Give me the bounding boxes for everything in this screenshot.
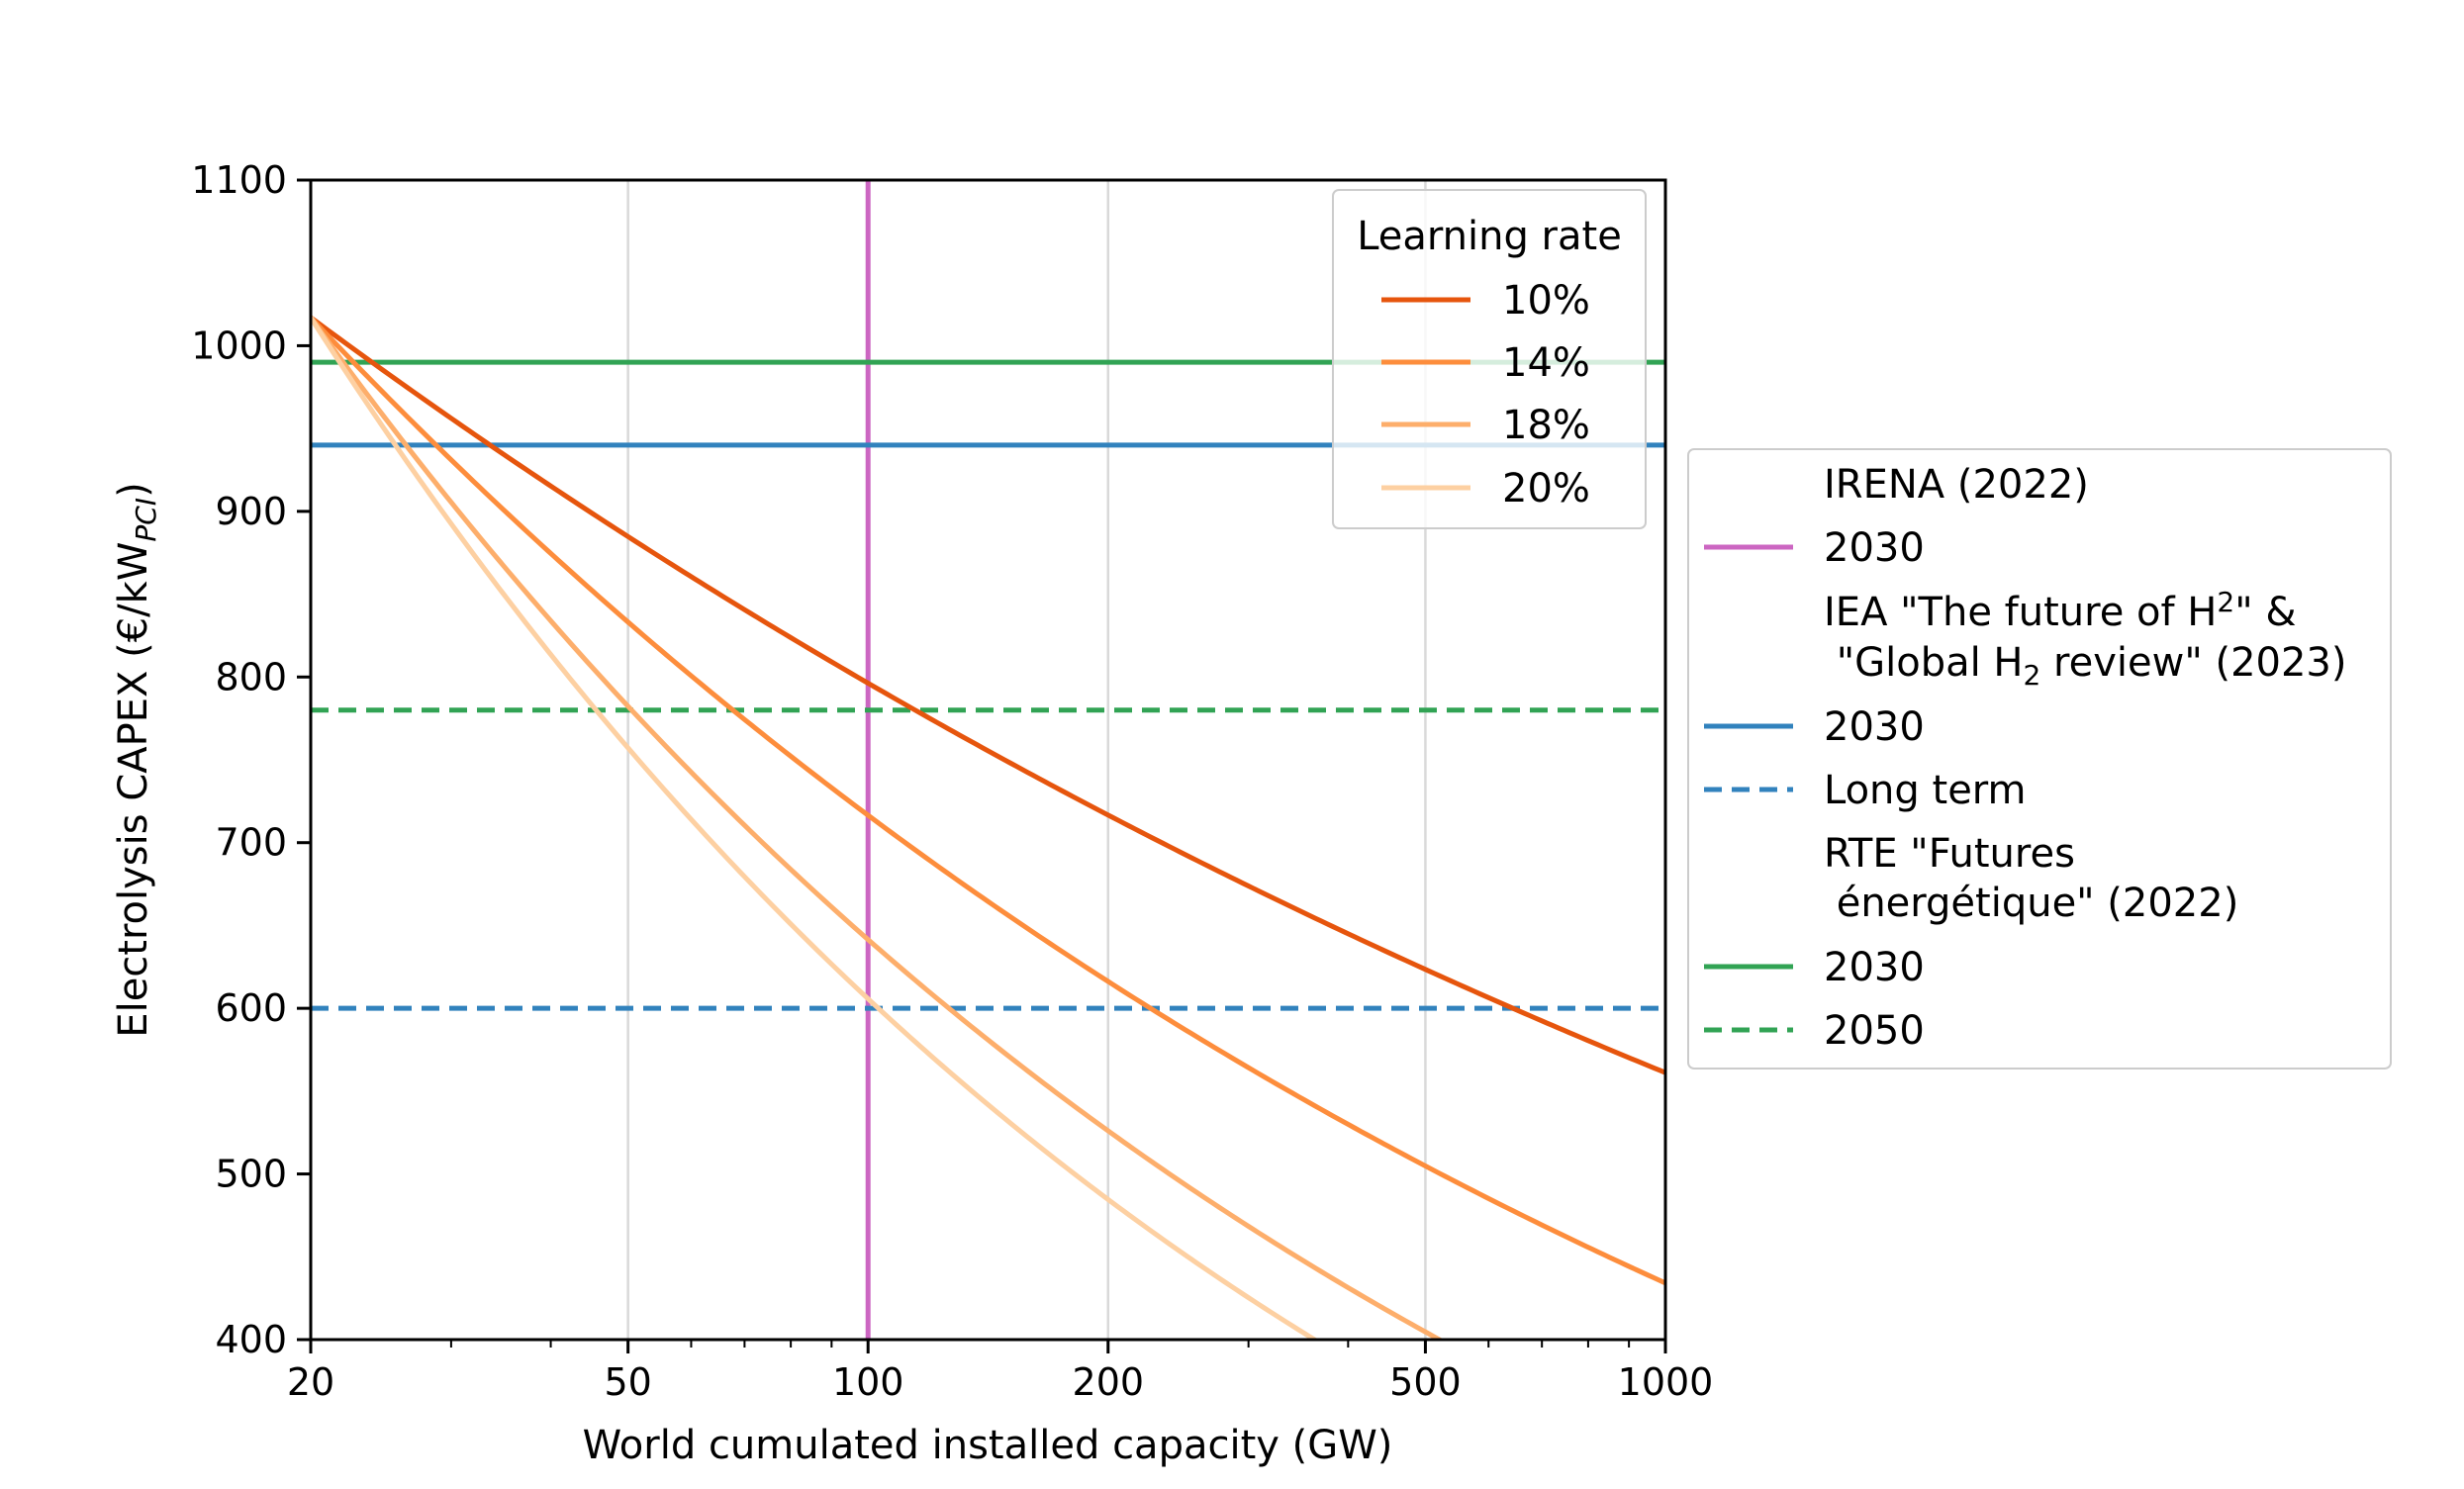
series-line-14pct — [311, 316, 1665, 1286]
legend-iea-long-term: Long term — [1824, 768, 2027, 813]
x-tick-label: 50 — [604, 1360, 651, 1404]
legend-label-20: 20% — [1502, 466, 1590, 512]
y-tick-label: 1100 — [191, 158, 287, 202]
legend-irena-header: IRENA (2022) — [1824, 462, 2089, 508]
x-tick-label: 1000 — [1618, 1360, 1714, 1404]
y-tick-label: 700 — [215, 821, 287, 865]
series-line-10pct — [311, 315, 1665, 1075]
legend-label-10: 10% — [1502, 278, 1590, 324]
y-tick-label: 500 — [215, 1153, 287, 1196]
legend-iea-header-line2: "Global H2 review" (2023) — [1824, 640, 2346, 692]
legend-label-18: 18% — [1502, 403, 1590, 448]
series-line-20pct — [311, 316, 1320, 1340]
x-tick-label: 200 — [1073, 1360, 1145, 1404]
legend-rte-2050: 2050 — [1824, 1008, 1925, 1054]
x-axis-ticks: 20 50 100 200 500 1000 — [287, 1340, 1714, 1404]
learning-rate-legend-frame — [1332, 189, 1647, 529]
y-axis-label-group: Electrolysis CAPEX (€/kWPCI) — [111, 482, 162, 1037]
series-line-18pct — [311, 316, 1445, 1340]
x-tick-label: 100 — [832, 1360, 904, 1404]
legend-iea-header-line1: IEA "The future of H2" & — [1824, 586, 2297, 635]
x-axis-label: World cumulated installed capacity (GW) — [583, 1423, 1393, 1468]
learning-rate-legend: Learning rate 10% 14% 18% 20% — [1332, 189, 1647, 529]
reference-legend: IRENA (2022) 2030 IEA "The future of H2"… — [1687, 448, 2392, 1070]
reference-legend-frame — [1687, 448, 2392, 1070]
y-tick-label: 800 — [215, 655, 287, 698]
legend-label-14: 14% — [1502, 340, 1590, 386]
y-tick-label: 1000 — [191, 324, 287, 367]
plot-frame — [309, 178, 1667, 1342]
y-tick-label: 900 — [215, 490, 287, 533]
y-axis-ticks: 400 500 600 700 800 900 1000 1100 — [191, 158, 311, 1361]
y-tick-label: 600 — [215, 986, 287, 1030]
legend-rte-2030: 2030 — [1824, 945, 1925, 990]
legend-iea-2030: 2030 — [1824, 704, 1925, 750]
y-tick-label: 400 — [215, 1318, 287, 1361]
legend-rte-header-line2: énergétique" (2022) — [1824, 881, 2238, 926]
x-tick-label: 20 — [287, 1360, 334, 1404]
learning-rate-legend-title: Learning rate — [1357, 214, 1622, 259]
legend-rte-header-line1: RTE "Futures — [1824, 831, 2075, 877]
learning-curves — [311, 315, 1665, 1340]
y-axis-label: Electrolysis CAPEX (€/kWPCI) — [111, 482, 162, 1037]
x-tick-label: 500 — [1389, 1360, 1462, 1404]
legend-irena-2030: 2030 — [1824, 525, 1925, 571]
